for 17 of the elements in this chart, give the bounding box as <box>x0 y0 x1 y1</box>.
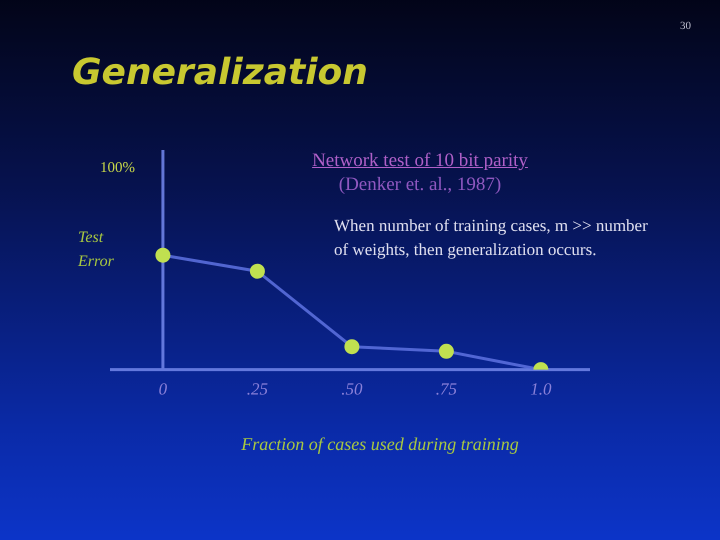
x-tick-label: .50 <box>341 379 364 398</box>
point <box>438 344 454 359</box>
chart-subtitle: Network test of 10 bit parity <box>311 150 529 172</box>
point <box>250 264 265 279</box>
x-tick-label: .75 <box>436 379 458 398</box>
text: 30 <box>680 20 691 32</box>
chart-title: Generalization <box>72 52 368 93</box>
point <box>155 248 170 263</box>
y-axis-title: Test Error <box>78 228 115 272</box>
text: (Denker et. al., 1987) <box>338 174 502 196</box>
x-tick-label: 0 <box>158 379 168 398</box>
annotation: When number of training cases, m >> number of weights, then generalization occurs. <box>334 215 649 261</box>
x-axis-title: Fraction of cases used during training <box>240 434 520 455</box>
x-tick-label: 1.0 <box>530 379 552 398</box>
x-tick-label: .25 <box>246 379 268 398</box>
text: 100% <box>100 160 135 177</box>
point <box>344 339 360 354</box>
